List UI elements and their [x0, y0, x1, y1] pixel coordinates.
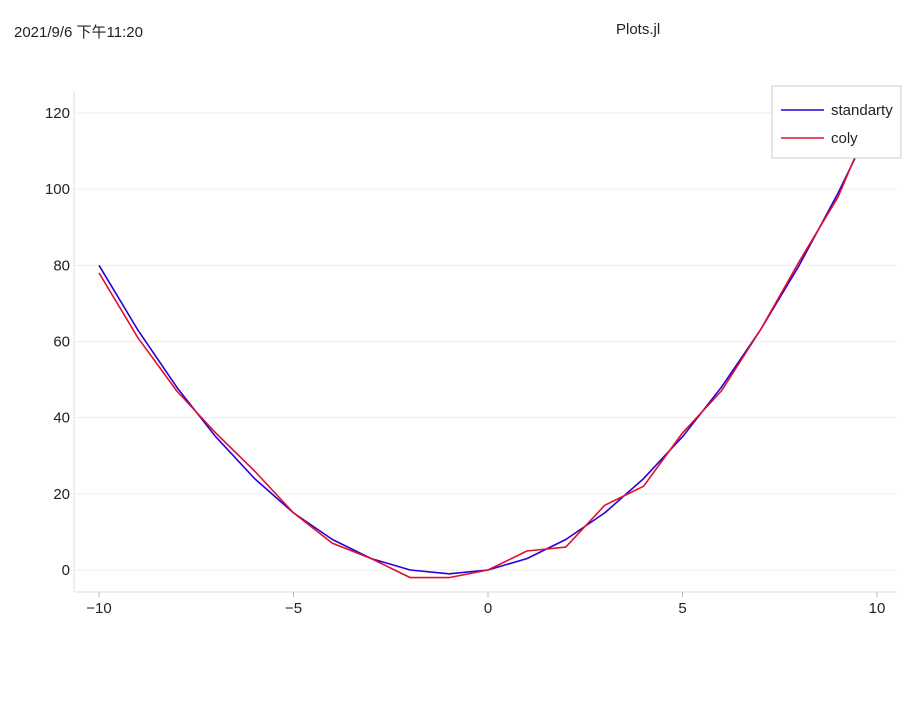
y-tick-label: 80: [53, 257, 70, 274]
y-tick-label: 20: [53, 486, 70, 503]
legend: standarty coly: [771, 85, 902, 159]
series-layer: [98, 105, 878, 579]
x-tick-label: 0: [484, 600, 492, 617]
y-tick-label: 100: [45, 181, 70, 198]
x-tick-label: 5: [678, 600, 686, 617]
y-tick-label: 60: [53, 334, 70, 351]
y-tick-label: 0: [62, 562, 70, 579]
header-title: Plots.jl: [616, 21, 661, 38]
legend-label-standarty: standarty: [831, 102, 893, 119]
x-tick-label: −5: [285, 600, 302, 617]
grid-layer: [74, 112, 897, 571]
series-line-coly: [98, 105, 878, 579]
x-tick-label: −10: [86, 600, 111, 617]
axis-layer: 0 20 40 60 80 100 120 −10 −5 0 5 10: [45, 91, 897, 617]
header-timestamp: 2021/9/6 下午11:20: [14, 24, 143, 41]
legend-box: [771, 85, 902, 159]
series-line-standarty: [98, 112, 878, 575]
y-tick-label: 120: [45, 105, 70, 122]
y-tick-label: 40: [53, 410, 70, 427]
x-tick-label: 10: [869, 600, 886, 617]
legend-label-coly: coly: [831, 130, 858, 147]
